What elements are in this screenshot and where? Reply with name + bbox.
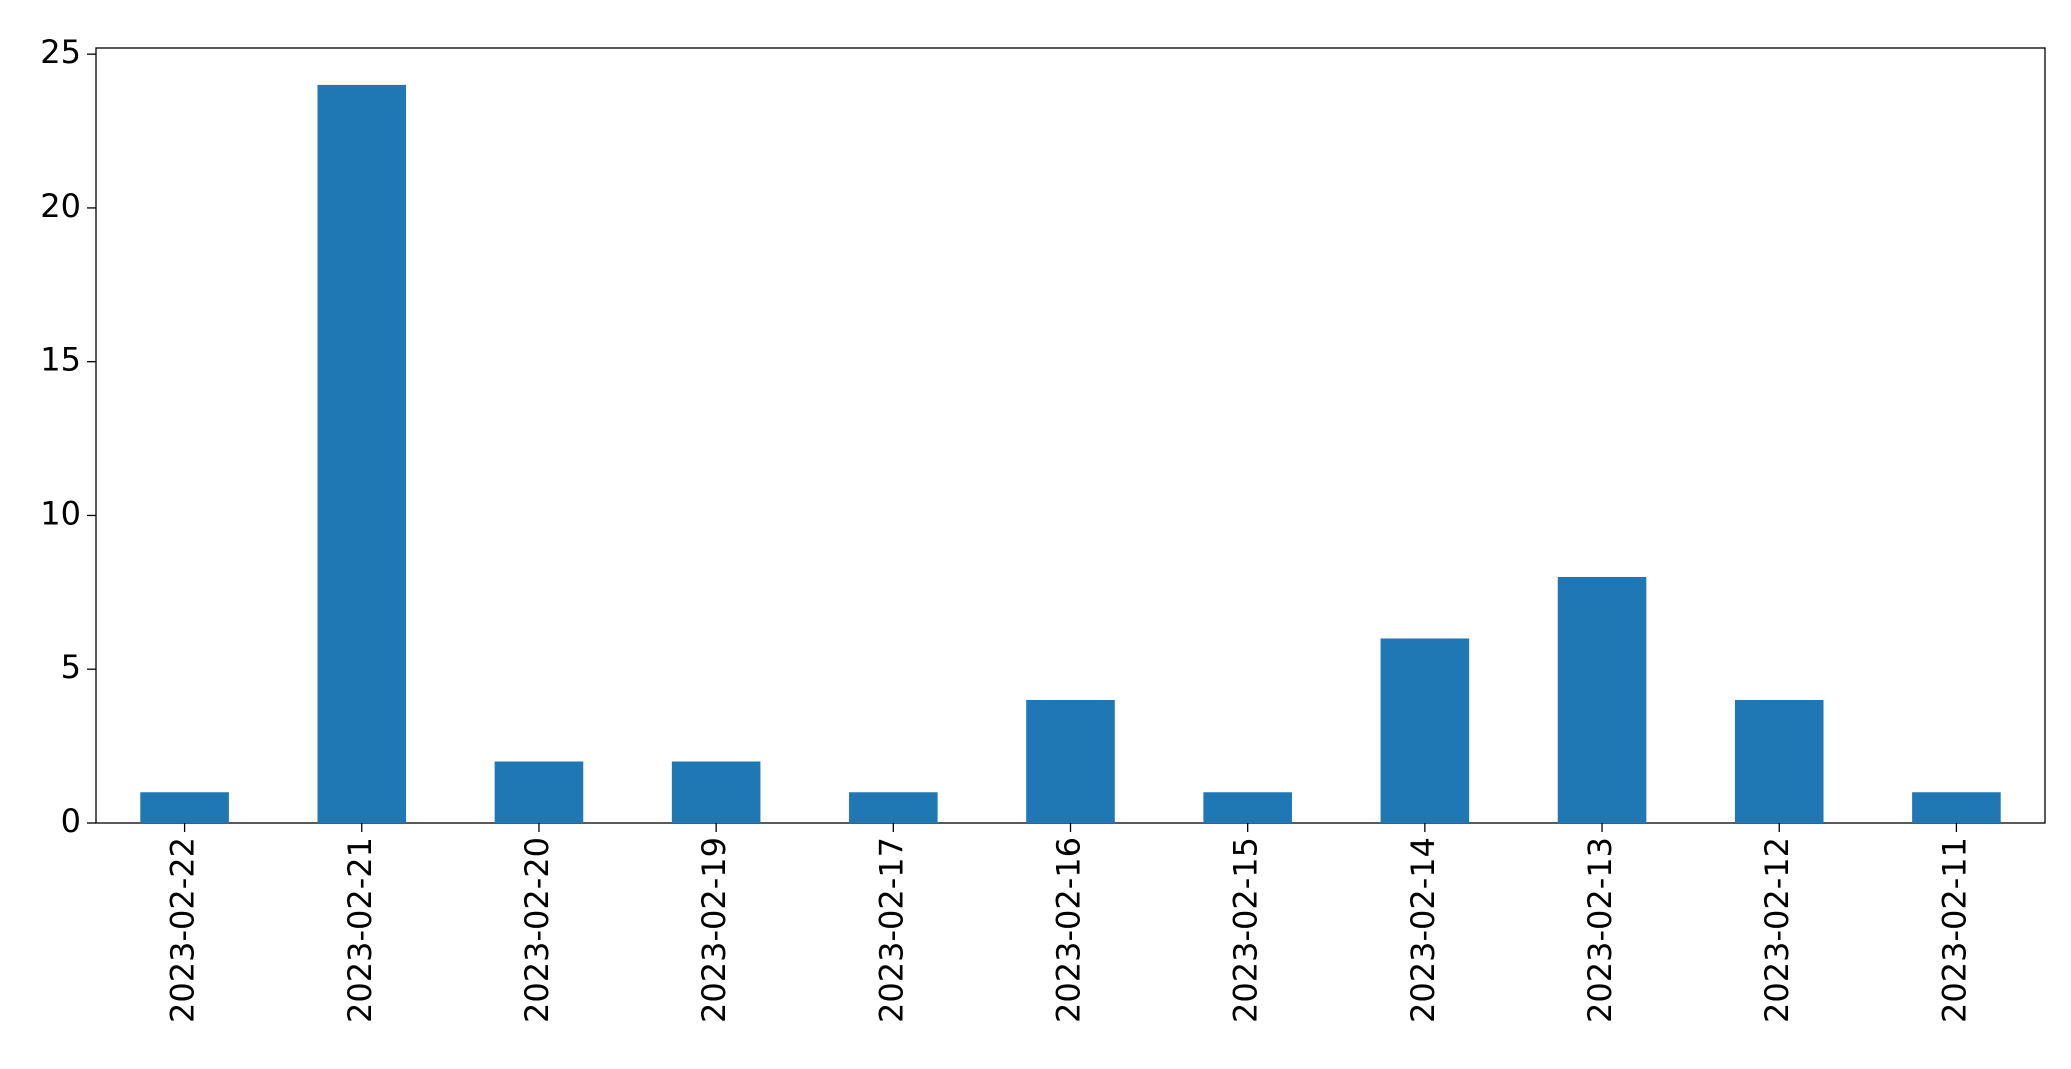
bar	[1557, 576, 1647, 823]
bar	[671, 761, 761, 823]
x-tick-label: 2023-02-20	[518, 837, 556, 1023]
x-tick-label: 2023-02-13	[1581, 837, 1619, 1023]
y-tick-label: 25	[40, 33, 81, 71]
bar	[494, 761, 584, 823]
y-tick-label: 10	[40, 494, 81, 532]
x-tick-label: 2023-02-12	[1758, 837, 1796, 1023]
bar	[1912, 792, 2001, 823]
bar	[1026, 699, 1115, 823]
y-tick-label: 5	[61, 648, 81, 686]
y-tick-label: 15	[40, 341, 81, 379]
x-tick-label: 2023-02-14	[1404, 837, 1442, 1023]
y-tick-label: 0	[61, 802, 81, 840]
bar	[140, 792, 229, 823]
x-tick-label: 2023-02-19	[695, 837, 733, 1023]
bar	[1203, 792, 1292, 823]
bar	[317, 84, 407, 823]
x-tick-label: 2023-02-21	[341, 837, 379, 1023]
x-tick-label: 2023-02-11	[1935, 837, 1973, 1023]
x-tick-label: 2023-02-17	[872, 837, 910, 1023]
bar	[1380, 638, 1470, 823]
bar	[849, 792, 938, 823]
bar	[1734, 699, 1824, 823]
x-tick-label: 2023-02-15	[1227, 837, 1265, 1023]
x-tick-label: 2023-02-22	[164, 837, 202, 1023]
y-tick-label: 20	[40, 187, 81, 225]
x-tick-label: 2023-02-16	[1050, 837, 1088, 1023]
